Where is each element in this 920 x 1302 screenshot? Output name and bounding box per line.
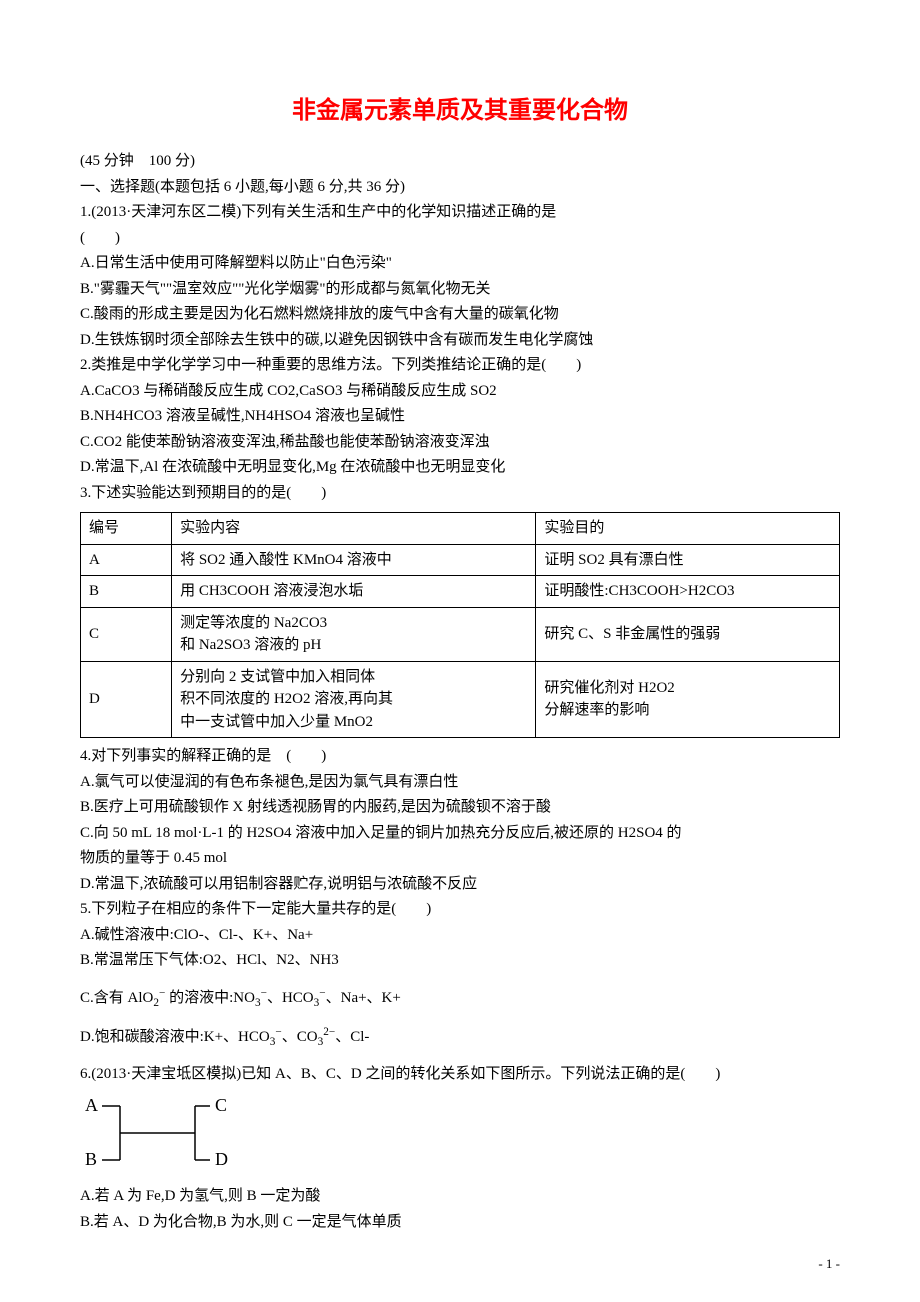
q6-option-b: B.若 A、D 为化合物,B 为水,则 C 一定是气体单质 [80, 1210, 840, 1236]
text-fragment: 的溶液中:N [165, 990, 244, 1006]
q4-option-b: B.医疗上可用硫酸钡作 X 射线透视肠胃的内服药,是因为硫酸钡不溶于酸 [80, 795, 840, 821]
q5-option-b: B.常温常压下气体:O2、HCl、N2、NH3 [80, 948, 840, 974]
diagram-label-d: D [215, 1149, 228, 1169]
q2-option-a: A.CaCO3 与稀硝酸反应生成 CO2,CaSO3 与稀硝酸反应生成 SO2 [80, 379, 840, 405]
q4-option-c-2: 物质的量等于 0.45 mol [80, 846, 840, 872]
q1-paren: ( ) [80, 226, 840, 252]
formula-hco3-minus: O3− [303, 984, 326, 1013]
time-line: (45 分钟 100 分) [80, 149, 840, 175]
diagram-label-a: A [85, 1095, 98, 1115]
table-cell: 用 CH3COOH 溶液浸泡水垢 [172, 576, 536, 608]
q4-option-a: A.氯气可以使湿润的有色布条褪色,是因为氯气具有漂白性 [80, 770, 840, 796]
q2-option-c: C.CO2 能使苯酚钠溶液变浑浊,稀盐酸也能使苯酚钠溶液变浑浊 [80, 430, 840, 456]
q2-stem: 2.类推是中学化学学习中一种重要的思维方法。下列类推结论正确的是( ) [80, 353, 840, 379]
table-cell: 分别向 2 支试管中加入相同体积不同浓度的 H2O2 溶液,再向其中一支试管中加… [172, 661, 536, 738]
table-cell: 证明酸性:CH3COOH>H2CO3 [536, 576, 840, 608]
diagram-label-b: B [85, 1149, 97, 1169]
text-fragment: 、Na+、K+ [326, 990, 401, 1006]
table-header-2: 实验内容 [172, 513, 536, 545]
q3-stem: 3.下述实验能达到预期目的的是( ) [80, 481, 840, 507]
q6-option-a: A.若 A 为 Fe,D 为氢气,则 B 一定为酸 [80, 1184, 840, 1210]
table-row: C 测定等浓度的 Na2CO3和 Na2SO3 溶液的 pH 研究 C、S 非金… [81, 607, 840, 661]
table-cell: A [81, 544, 172, 576]
q1-option-b: B."雾霾天气""温室效应""光化学烟雾"的形成都与氮氧化物无关 [80, 277, 840, 303]
q1-option-a: A.日常生活中使用可降解塑料以防止"白色污染" [80, 251, 840, 277]
q1-stem: 1.(2013·天津河东区二模)下列有关生活和生产中的化学知识描述正确的是 [80, 200, 840, 226]
formula-alo2-minus: O2− [143, 984, 166, 1013]
table-row: 编号 实验内容 实验目的 [81, 513, 840, 545]
table-row: A 将 SO2 通入酸性 KMnO4 溶液中 证明 SO2 具有漂白性 [81, 544, 840, 576]
formula-co3-2minus: O32− [307, 1023, 335, 1052]
q5-option-c: C.含有 AlO2− 的溶液中:NO3−、HCO3−、Na+、K+ [80, 984, 840, 1013]
diagram-svg: A B C D [80, 1093, 260, 1173]
q4-stem: 4.对下列事实的解释正确的是 ( ) [80, 744, 840, 770]
diagram-label-c: C [215, 1095, 227, 1115]
q2-option-d: D.常温下,Al 在浓硫酸中无明显变化,Mg 在浓硫酸中也无明显变化 [80, 455, 840, 481]
q1-option-c: C.酸雨的形成主要是因为化石燃料燃烧排放的废气中含有大量的碳氧化物 [80, 302, 840, 328]
experiment-table: 编号 实验内容 实验目的 A 将 SO2 通入酸性 KMnO4 溶液中 证明 S… [80, 512, 840, 738]
table-cell: 将 SO2 通入酸性 KMnO4 溶液中 [172, 544, 536, 576]
formula-hco3-minus: O3− [259, 1023, 282, 1052]
text-fragment: 、HC [267, 990, 303, 1006]
document-title: 非金属元素单质及其重要化合物 [80, 90, 840, 125]
q2-option-b: B.NH4HCO3 溶液呈碱性,NH4HSO4 溶液也呈碱性 [80, 404, 840, 430]
page-number: - 1 - [818, 1256, 840, 1272]
text-fragment: C.含有 Al [80, 990, 143, 1006]
table-cell: 研究 C、S 非金属性的强弱 [536, 607, 840, 661]
q4-option-c-1: C.向 50 mL 18 mol·L-1 的 H2SO4 溶液中加入足量的铜片加… [80, 821, 840, 847]
table-cell: D [81, 661, 172, 738]
section-1-heading: 一、选择题(本题包括 6 小题,每小题 6 分,共 36 分) [80, 175, 840, 201]
table-row: B 用 CH3COOH 溶液浸泡水垢 证明酸性:CH3COOH>H2CO3 [81, 576, 840, 608]
transformation-diagram: A B C D [80, 1093, 840, 1178]
table-cell: C [81, 607, 172, 661]
q5-stem: 5.下列粒子在相应的条件下一定能大量共存的是( ) [80, 897, 840, 923]
q1-option-d: D.生铁炼钢时须全部除去生铁中的碳,以避免因钢铁中含有碳而发生电化学腐蚀 [80, 328, 840, 354]
table-header-1: 编号 [81, 513, 172, 545]
q5-option-a: A.碱性溶液中:ClO-、Cl-、K+、Na+ [80, 923, 840, 949]
table-cell: 测定等浓度的 Na2CO3和 Na2SO3 溶液的 pH [172, 607, 536, 661]
text-fragment: 、Cl- [335, 1029, 369, 1045]
text-fragment: 、C [282, 1029, 307, 1045]
q6-stem: 6.(2013·天津宝坻区模拟)已知 A、B、C、D 之间的转化关系如下图所示。… [80, 1062, 840, 1088]
table-cell: 研究催化剂对 H2O2分解速率的影响 [536, 661, 840, 738]
table-cell: 证明 SO2 具有漂白性 [536, 544, 840, 576]
table-row: D 分别向 2 支试管中加入相同体积不同浓度的 H2O2 溶液,再向其中一支试管… [81, 661, 840, 738]
q4-option-d: D.常温下,浓硫酸可以用铝制容器贮存,说明铝与浓硫酸不反应 [80, 872, 840, 898]
text-fragment: D.饱和碳酸溶液中:K+、HC [80, 1029, 259, 1045]
q5-option-d: D.饱和碳酸溶液中:K+、HCO3−、CO32−、Cl- [80, 1023, 840, 1052]
table-header-3: 实验目的 [536, 513, 840, 545]
formula-no3-minus: O3− [244, 984, 267, 1013]
table-cell: B [81, 576, 172, 608]
